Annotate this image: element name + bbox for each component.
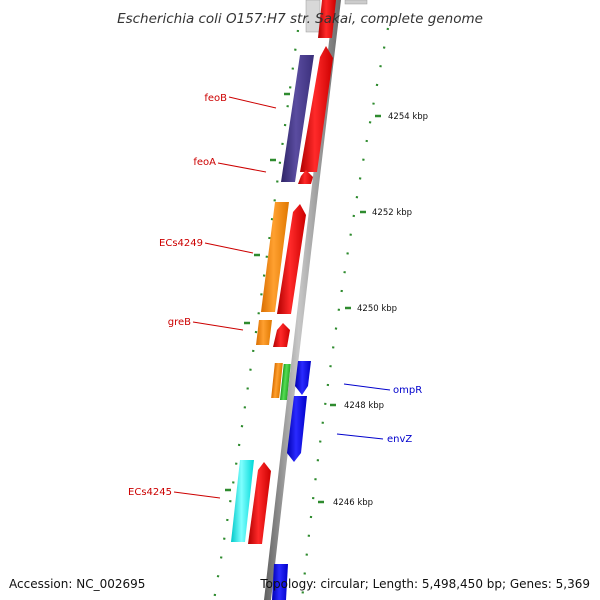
map-title: Escherichia coli O157:H7 str. Sakai, com…	[117, 11, 483, 27]
cds-red-feoa	[298, 170, 313, 184]
cds-red-ecs4249	[277, 204, 306, 314]
kbp-label-4250: 4250 kbp	[357, 304, 397, 314]
cds-top-partial-right	[344, 0, 368, 5]
cds-greb	[256, 320, 272, 345]
cds-ecs4245	[231, 460, 254, 542]
gene-label-ecs4245: ECs4245	[128, 487, 172, 498]
kbp-label-4248: 4248 kbp	[344, 401, 384, 411]
cds-top-partial-grey	[305, 0, 321, 33]
cds-red-ecs4245	[248, 462, 271, 544]
kbp-ticks	[318, 114, 381, 504]
kbp-label-4246: 4246 kbp	[333, 498, 373, 508]
genome-backbone	[264, 0, 341, 600]
cds-ompr-green	[279, 364, 291, 400]
cds-red-feob	[300, 46, 333, 172]
gene-label-ompr: ompR	[393, 385, 422, 396]
accession-text: Accession: NC_002695	[9, 577, 146, 591]
kbp-label-4254: 4254 kbp	[388, 112, 428, 122]
cds-ompr-orange	[271, 363, 283, 398]
gene-label-feob: feoB	[204, 93, 227, 104]
cds-envz	[287, 396, 307, 462]
cds-ompr-blue	[295, 361, 311, 395]
kbp-label-4252: 4252 kbp	[372, 208, 412, 218]
gene-label-ecs4249: ECs4249	[159, 238, 203, 249]
gene-label-greb: greB	[168, 317, 191, 328]
cds-bottom-partial-blue	[272, 564, 288, 600]
cds-top-partial-red	[318, 0, 336, 38]
cds-red-greb	[273, 323, 290, 347]
inner-ticks	[225, 92, 290, 492]
gene-label-feoa: feoA	[193, 157, 216, 168]
label-leaders	[173, 96, 391, 499]
gene-label-envz: envZ	[387, 434, 412, 445]
cds-feob	[281, 55, 314, 182]
cds-ecs4249	[261, 202, 289, 312]
topology-text: Topology: circular; Length: 5,498,450 bp…	[260, 577, 590, 591]
